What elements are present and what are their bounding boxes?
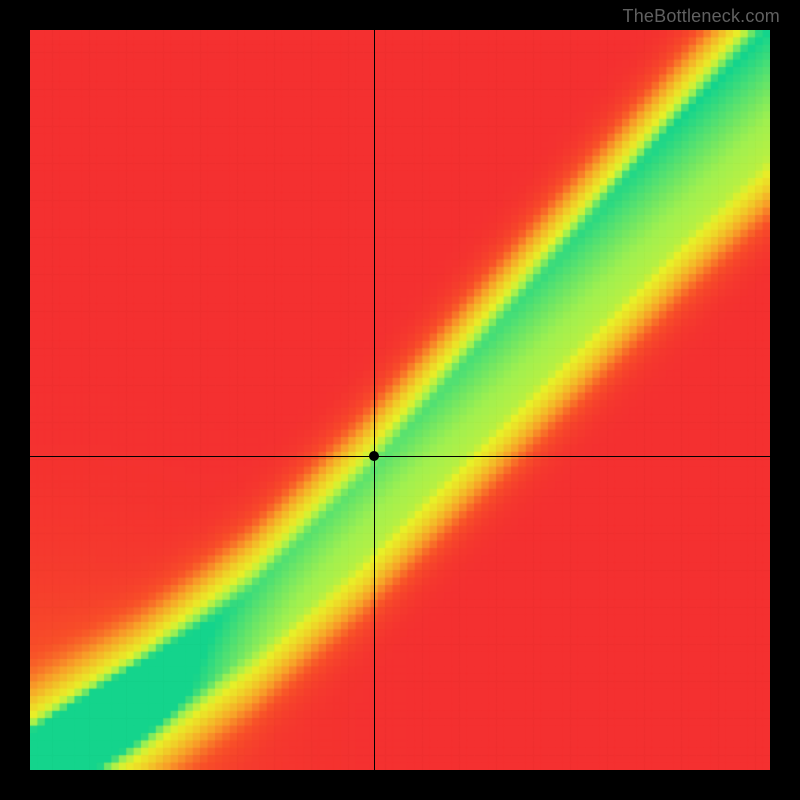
attribution-text: TheBottleneck.com	[623, 6, 780, 27]
plot-area	[30, 30, 770, 770]
heatmap-canvas	[30, 30, 770, 770]
chart-container: TheBottleneck.com	[0, 0, 800, 800]
